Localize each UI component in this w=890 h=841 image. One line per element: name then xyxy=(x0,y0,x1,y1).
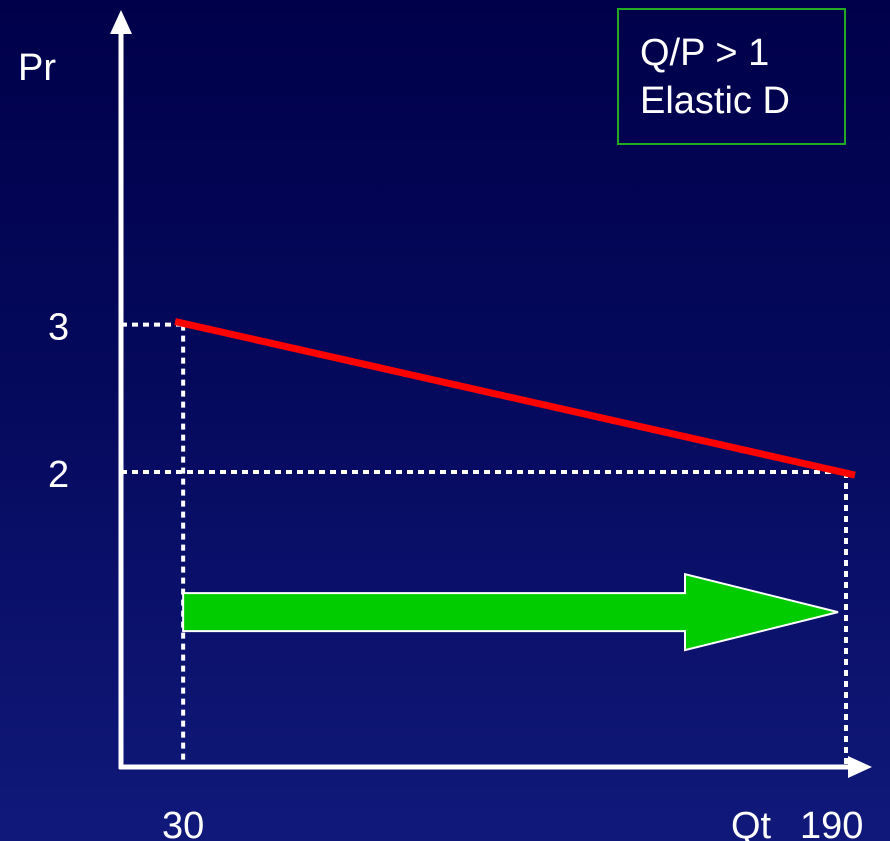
x-tick-label: 190 xyxy=(800,805,863,841)
guide-lines xyxy=(121,322,848,767)
elasticity-ratio-text: Q/P > 1 xyxy=(640,32,770,74)
axes xyxy=(110,10,872,778)
y-tick-label: 2 xyxy=(48,454,69,496)
x-axis-label: Qt xyxy=(731,805,772,841)
y-axis-arrowhead xyxy=(110,10,132,34)
y-axis-label: Pr xyxy=(18,47,56,89)
x-axis-arrowhead xyxy=(848,756,872,778)
x-tick-label: 30 xyxy=(162,805,204,841)
quantity-change-arrow xyxy=(182,572,839,652)
demand-line xyxy=(174,318,856,479)
y-tick-label: 3 xyxy=(48,307,69,349)
elasticity-type-text: Elastic D xyxy=(640,80,790,122)
elasticity-note-box: Q/P > 1 Elastic D xyxy=(617,8,846,145)
